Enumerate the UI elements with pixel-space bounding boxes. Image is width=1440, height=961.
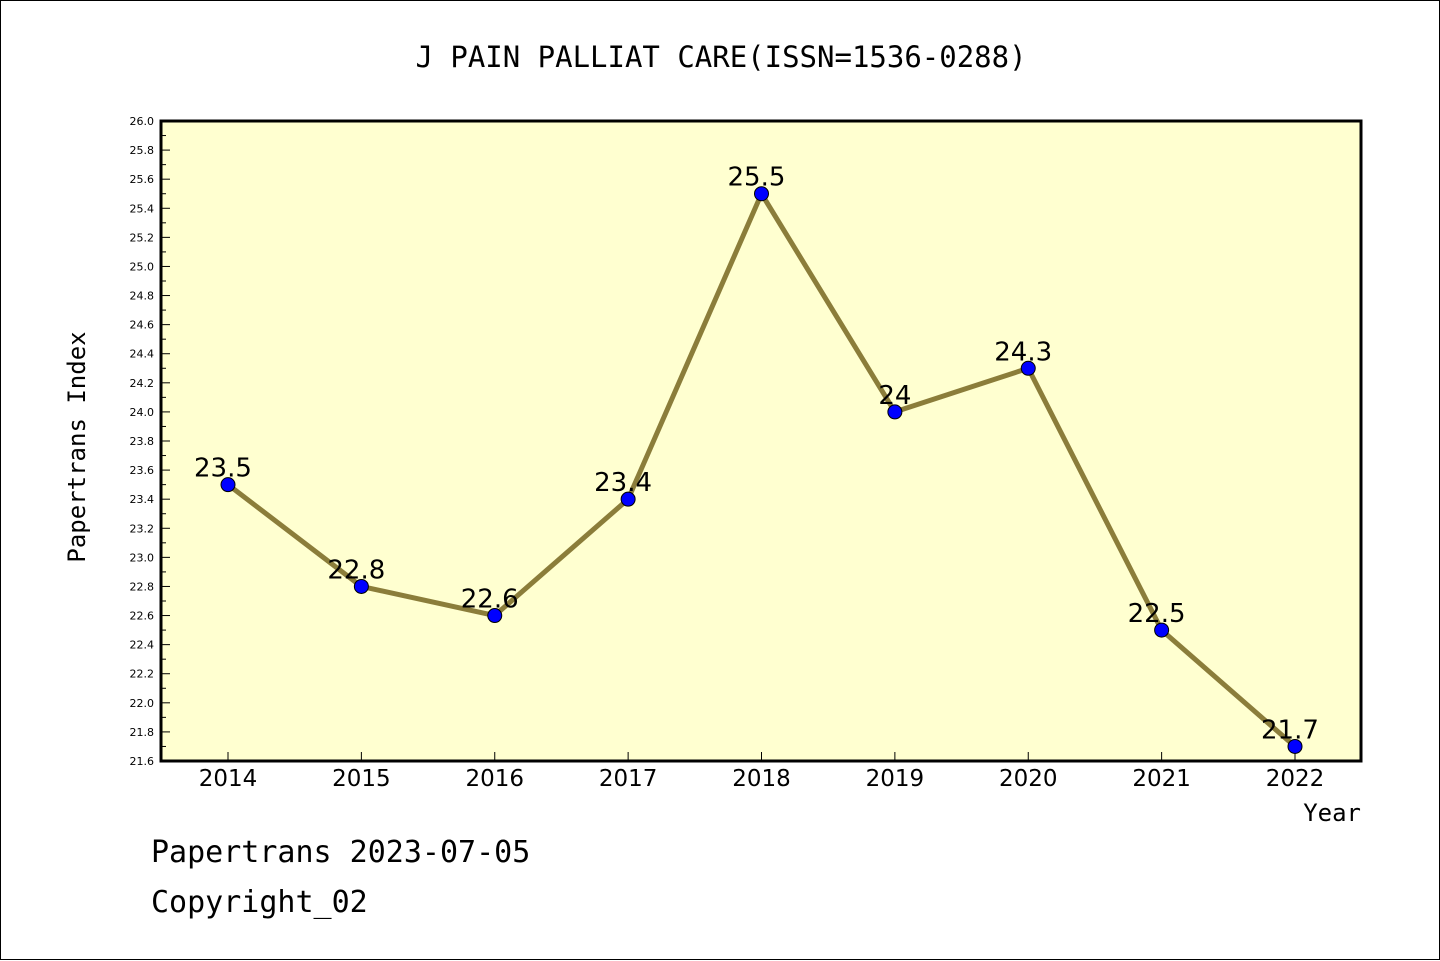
y-tick-label: 24.4 [130,348,155,361]
y-tick-label: 24.6 [130,319,155,332]
footer-date: Papertrans 2023-07-05 [151,835,531,870]
data-point [1287,738,1303,754]
chart-title: J PAIN PALLIAT CARE(ISSN=1536-0288) [415,40,1026,74]
y-tick-label: 22.4 [130,639,155,652]
y-tick-label: 22.0 [130,697,155,710]
data-label: 22.8 [327,555,385,585]
y-tick-label: 23.8 [130,435,155,448]
data-label: 21.7 [1261,715,1319,745]
x-tick-label: 2016 [465,766,524,792]
x-axis: 2014 2015 2016 2017 2018 2019 2020 2021 2022 [199,752,1325,792]
data-labels: 23.5 22.8 22.6 23.4 25.5 24 24.3 22.5 21.7 [194,163,1319,746]
plot-area [159,119,1363,763]
y-tick-label: 25.4 [130,202,155,215]
y-tick-label: 24.2 [130,377,155,390]
data-label: 23.5 [194,454,252,484]
data-markers [220,186,1303,754]
y-tick-label: 26.0 [130,115,155,128]
data-point [487,608,503,624]
data-point [1020,360,1036,376]
y-tick-label: 22.2 [130,668,155,681]
x-tick-label: 2019 [866,766,925,792]
y-tick-label: 23.0 [130,551,155,564]
x-tick-label: 2020 [999,766,1058,792]
y-tick-label: 21.6 [130,755,155,768]
y-axis: 21.6 21.8 22.0 22.2 22.4 22.6 22.8 23.0 23.2 23.4… [130,115,170,768]
x-tick-label: 2018 [732,766,791,792]
data-point [887,404,903,420]
y-tick-label: 22.6 [130,610,155,623]
data-label: 23.4 [594,468,652,498]
data-label: 22.6 [461,585,519,615]
data-point [754,186,769,202]
data-point [1154,622,1170,638]
x-tick-label: 2017 [599,766,658,792]
y-tick-label: 23.4 [130,493,155,506]
data-point [620,491,636,507]
x-tick-label: 2015 [332,766,391,792]
data-label: 24.3 [994,337,1052,367]
y-tick-label: 22.8 [130,580,155,593]
data-point [220,477,236,493]
y-tick-label: 24.8 [130,290,155,303]
footer-copyright: Copyright_02 [151,885,368,920]
y-tick-label: 21.8 [130,726,155,739]
y-tick-label: 23.6 [130,464,155,477]
x-tick-label: 2014 [199,766,258,792]
y-tick-label: 25.6 [130,173,155,186]
y-tick-label: 24.0 [130,406,155,419]
data-label: 25.5 [728,163,786,193]
y-tick-label: 25.8 [130,144,155,157]
x-tick-label: 2021 [1132,766,1191,792]
x-axis-label: Year [1303,799,1361,827]
y-tick-label: 25.2 [130,231,155,244]
data-label: 22.5 [1128,599,1186,629]
data-point [353,578,369,594]
y-axis-label: Papertrans Index [63,331,91,562]
x-tick-label: 2022 [1266,766,1325,792]
data-label: 24 [878,381,911,411]
y-tick-label: 23.2 [130,522,155,535]
y-tick-label: 25.0 [130,260,155,273]
